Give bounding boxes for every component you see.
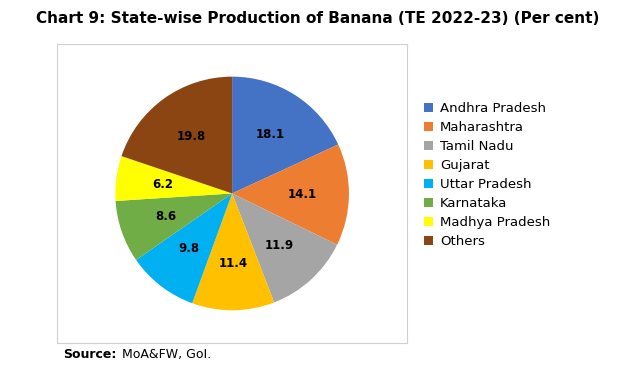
- Text: 18.1: 18.1: [255, 128, 284, 141]
- Wedge shape: [192, 193, 274, 310]
- Legend: Andhra Pradesh, Maharashtra, Tamil Nadu, Gujarat, Uttar Pradesh, Karnataka, Madh: Andhra Pradesh, Maharashtra, Tamil Nadu,…: [420, 99, 554, 252]
- Wedge shape: [136, 193, 232, 303]
- Wedge shape: [232, 145, 349, 245]
- Text: MoA&FW, GoI.: MoA&FW, GoI.: [118, 348, 211, 361]
- Text: 9.8: 9.8: [179, 242, 200, 255]
- Text: Source:: Source:: [64, 348, 117, 361]
- Text: 11.9: 11.9: [265, 239, 294, 251]
- Wedge shape: [232, 193, 337, 303]
- Wedge shape: [232, 77, 338, 193]
- Text: 6.2: 6.2: [152, 178, 173, 191]
- Text: Chart 9: State-wise Production of Banana (TE 2022-23) (Per cent): Chart 9: State-wise Production of Banana…: [36, 11, 600, 26]
- Text: 11.4: 11.4: [218, 257, 247, 270]
- Text: 19.8: 19.8: [177, 130, 206, 143]
- Text: 14.1: 14.1: [287, 188, 317, 201]
- Text: 8.6: 8.6: [155, 210, 177, 223]
- Wedge shape: [115, 156, 232, 201]
- Wedge shape: [121, 77, 232, 193]
- Wedge shape: [116, 193, 232, 260]
